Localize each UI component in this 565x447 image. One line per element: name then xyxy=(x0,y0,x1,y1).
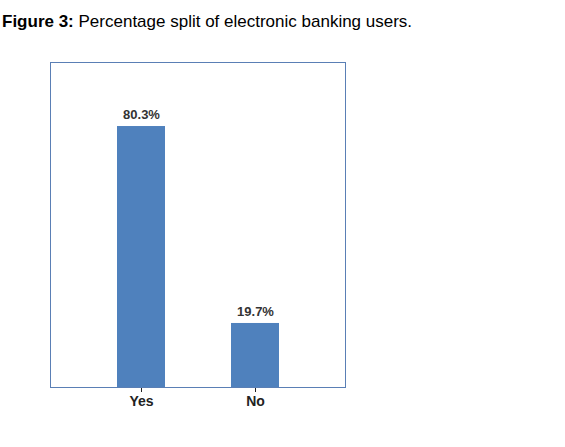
svg-text:80.3%: 80.3% xyxy=(123,107,160,122)
html-text:Figure 3: Percentage split of: Figure 3: Percentage split of electronic… xyxy=(2,12,413,31)
svg-text:No: No xyxy=(246,393,265,409)
svg-text:19.7%: 19.7% xyxy=(237,304,274,319)
svg-text:Yes: Yes xyxy=(129,393,153,409)
